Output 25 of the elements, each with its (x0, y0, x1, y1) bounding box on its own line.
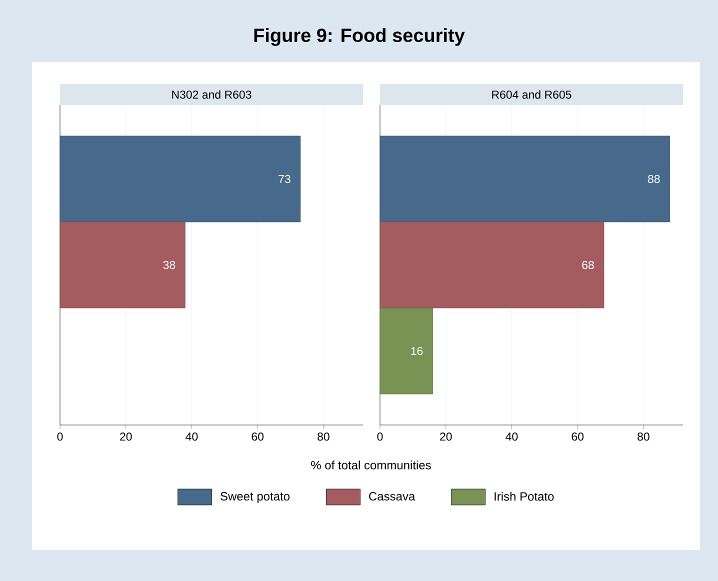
x-tick-label: 80 (638, 432, 650, 441)
data-label: 73 (278, 174, 290, 184)
legend-label: Irish Potato (494, 492, 554, 501)
x-tick-label: 40 (186, 432, 198, 441)
legend-label: Sweet potato (220, 492, 290, 503)
x-tick-label: 20 (440, 432, 452, 441)
x-tick-label: 60 (252, 432, 264, 441)
x-tick-label: 0 (57, 432, 63, 441)
x-tick-label: 0 (377, 432, 383, 441)
chart-subtitle: R604 and R605 (492, 90, 572, 99)
bar (380, 308, 433, 394)
bar (380, 136, 670, 222)
data-label: 88 (648, 174, 660, 184)
bar (380, 222, 604, 308)
data-label: 16 (411, 346, 423, 356)
legend-label: Cassava (369, 492, 416, 501)
chart-subtitle: N302 and R603 (172, 90, 252, 99)
data-label: 38 (163, 260, 176, 270)
x-axis-title: % of total communities (311, 460, 431, 470)
x-tick-label: 20 (120, 432, 132, 441)
x-tick-label: 60 (572, 432, 584, 441)
x-tick-label: 40 (506, 432, 518, 441)
chart-title: Figure 9: Food security (254, 28, 465, 46)
x-tick-label: 80 (318, 432, 330, 441)
data-label: 68 (582, 260, 594, 270)
